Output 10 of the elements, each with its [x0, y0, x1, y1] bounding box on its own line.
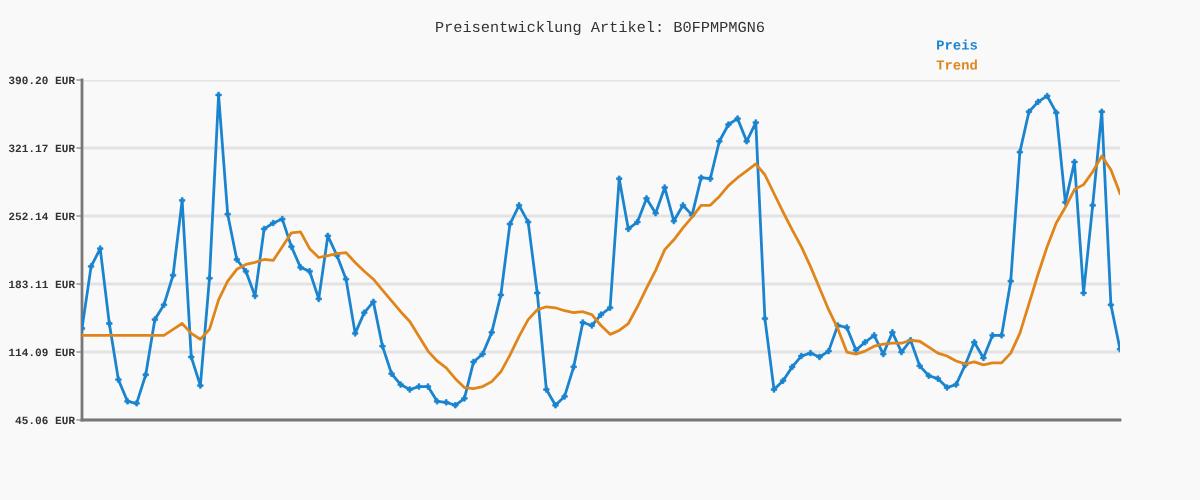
text: Trend: [936, 59, 977, 70]
y-tick-label: 252.14 EUR: [9, 212, 76, 221]
y-tick-label: 45.06 EUR: [15, 416, 76, 425]
y-tick-label: 390.20 EUR: [8, 76, 76, 85]
text: Preis: [937, 39, 977, 50]
chart-title: Preisentwicklung Artikel: B0FPMPMGN6: [436, 20, 765, 36]
y-tick-label: 321.17 EUR: [8, 144, 76, 153]
line-series: [82, 154, 1120, 390]
y-tick-label: 114.09 EUR: [9, 348, 76, 357]
y-tick-label: 183.11 EUR: [9, 280, 76, 289]
